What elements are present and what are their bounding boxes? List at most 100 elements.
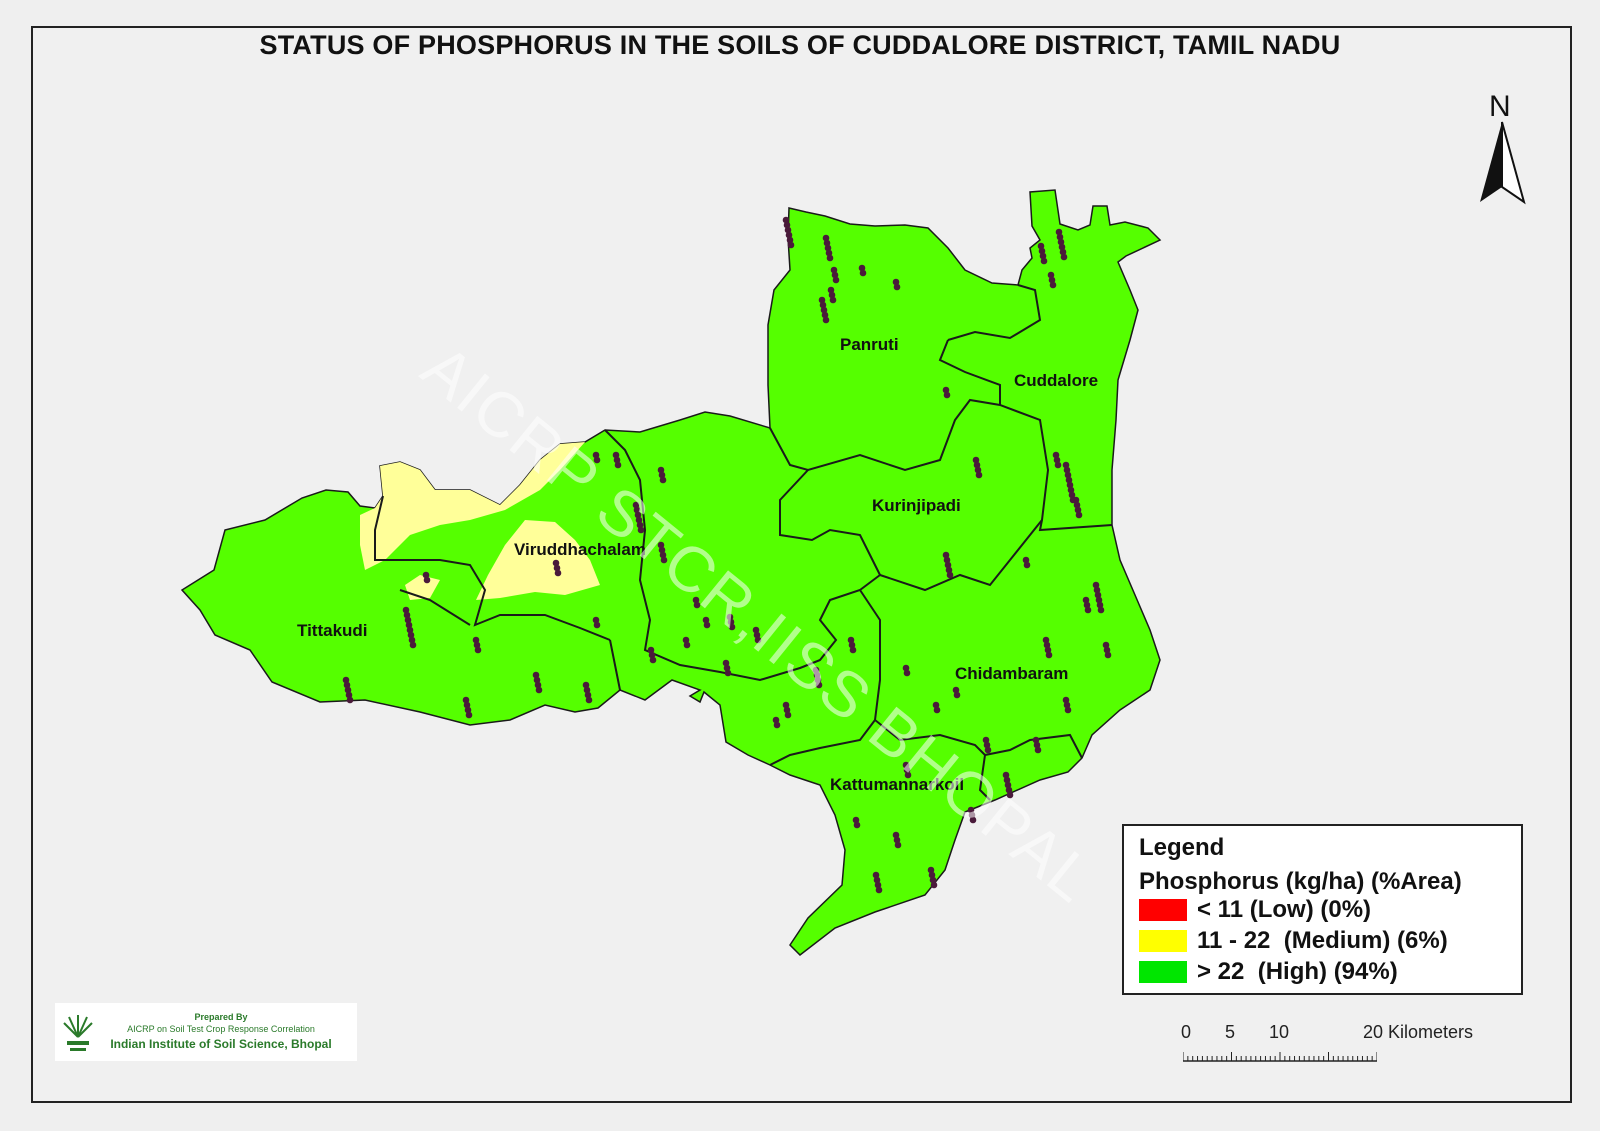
sample-point bbox=[728, 623, 736, 631]
sample-point bbox=[592, 616, 600, 624]
sample-point bbox=[682, 636, 690, 644]
sample-point bbox=[408, 636, 416, 644]
sample-point bbox=[1052, 451, 1060, 459]
sample-point bbox=[1023, 561, 1031, 569]
sample-point bbox=[968, 811, 976, 819]
sample-point bbox=[969, 816, 977, 824]
sample-point bbox=[1049, 281, 1057, 289]
legend-swatch-low bbox=[1139, 899, 1187, 921]
legend-item-low: < 11 (Low) (0%) bbox=[1139, 896, 1371, 924]
sample-point bbox=[463, 701, 471, 709]
sample-point bbox=[928, 871, 936, 879]
sample-point bbox=[1045, 651, 1053, 659]
sample-point bbox=[657, 466, 665, 474]
sample-point bbox=[582, 681, 590, 689]
sample-point bbox=[1063, 466, 1071, 474]
sample-point bbox=[658, 546, 666, 554]
sample-point bbox=[553, 564, 561, 572]
sample-point bbox=[637, 526, 645, 534]
sample-point bbox=[648, 651, 656, 659]
scale-bar: 0 5 10 20 Kilometers bbox=[1181, 1022, 1473, 1062]
sample-point bbox=[683, 641, 691, 649]
sample-point bbox=[982, 736, 990, 744]
sample-point bbox=[903, 669, 911, 677]
icar-logo-icon bbox=[63, 1015, 93, 1051]
sample-point bbox=[402, 606, 410, 614]
sample-point bbox=[465, 711, 473, 719]
sample-point bbox=[659, 476, 667, 484]
sample-point bbox=[727, 618, 735, 626]
sample-point bbox=[875, 886, 883, 894]
sample-point bbox=[584, 691, 592, 699]
sample-point bbox=[403, 611, 411, 619]
sample-point bbox=[474, 646, 482, 654]
sample-point bbox=[634, 511, 642, 519]
legend-box: Legend Phosphorus (kg/ha) (%Area) < 11 (… bbox=[1122, 824, 1523, 995]
sample-point bbox=[472, 636, 480, 644]
sample-point bbox=[853, 821, 861, 829]
sample-point bbox=[847, 636, 855, 644]
sample-point bbox=[902, 664, 910, 672]
sample-point bbox=[1055, 228, 1063, 236]
sample-point bbox=[1083, 601, 1091, 609]
sample-point bbox=[933, 706, 941, 714]
sample-point bbox=[953, 691, 961, 699]
sample-point bbox=[825, 249, 833, 257]
sample-point bbox=[647, 646, 655, 654]
sample-point bbox=[828, 291, 836, 299]
sample-point bbox=[649, 656, 657, 664]
north-label: N bbox=[1489, 90, 1511, 123]
sample-point bbox=[1066, 481, 1074, 489]
sample-point bbox=[1093, 586, 1101, 594]
sample-point bbox=[1068, 491, 1076, 499]
sample-point bbox=[1002, 771, 1010, 779]
sample-point bbox=[406, 626, 414, 634]
sample-point bbox=[693, 601, 701, 609]
sample-point bbox=[754, 636, 762, 644]
sample-point bbox=[1053, 456, 1061, 464]
sample-point bbox=[1042, 636, 1050, 644]
label-kattumannarkoil: Kattumannarkoil bbox=[830, 775, 964, 794]
sample-point bbox=[1064, 471, 1072, 479]
sample-point bbox=[613, 456, 621, 464]
sample-point bbox=[1062, 461, 1070, 469]
sample-point bbox=[815, 681, 823, 689]
sample-point bbox=[462, 696, 470, 704]
sample-point bbox=[812, 666, 820, 674]
sample-point bbox=[1022, 556, 1030, 564]
sample-point bbox=[1092, 581, 1100, 589]
sample-point bbox=[932, 701, 940, 709]
sample-point bbox=[1038, 247, 1046, 255]
sample-point bbox=[583, 686, 591, 694]
sample-point bbox=[1094, 591, 1102, 599]
sample-points bbox=[342, 216, 1112, 894]
sample-point bbox=[942, 386, 950, 394]
sample-point bbox=[943, 391, 951, 399]
scale-label-10: 10 bbox=[1269, 1022, 1290, 1042]
scale-label-5: 5 bbox=[1225, 1022, 1236, 1042]
label-kurinjipadi: Kurinjipadi bbox=[872, 496, 961, 515]
sample-point bbox=[1004, 781, 1012, 789]
sample-point bbox=[1037, 242, 1045, 250]
sample-point bbox=[859, 269, 867, 277]
sample-point bbox=[1054, 461, 1062, 469]
sample-point bbox=[1074, 506, 1082, 514]
legend-label-medium: 11 - 22 (Medium) (6%) bbox=[1197, 927, 1448, 954]
sample-point bbox=[892, 278, 900, 286]
sample-point bbox=[824, 244, 832, 252]
sample-point bbox=[1084, 606, 1092, 614]
sample-point bbox=[1039, 252, 1047, 260]
sample-point bbox=[532, 671, 540, 679]
sample-point bbox=[786, 236, 794, 244]
credit-org: AICRP on Soil Test Crop Response Correla… bbox=[127, 1024, 315, 1034]
sample-point bbox=[946, 571, 954, 579]
sample-point bbox=[1056, 233, 1064, 241]
sample-point bbox=[848, 641, 856, 649]
map-title: STATUS OF PHOSPHORUS IN THE SOILS OF CUD… bbox=[259, 30, 1341, 60]
sample-point bbox=[722, 659, 730, 667]
sample-point bbox=[927, 866, 935, 874]
high-zone-region bbox=[180, 189, 1162, 956]
sample-point bbox=[535, 686, 543, 694]
sample-point bbox=[904, 771, 912, 779]
